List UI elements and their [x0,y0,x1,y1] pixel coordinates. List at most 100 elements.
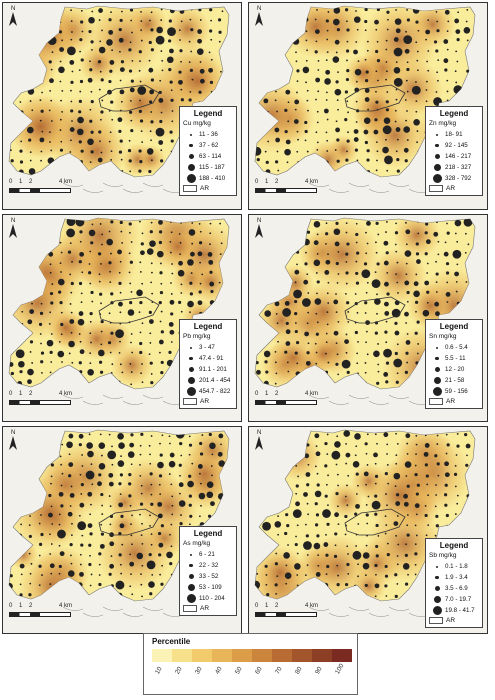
sample-point [80,149,84,153]
legend-class-row: 22 - 32 [183,560,233,571]
sample-point [445,452,448,455]
sample-point [296,80,299,83]
sample-point [295,51,297,54]
sample-point [69,303,72,305]
legend-class-row: 201.4 - 454 [183,375,233,386]
ar-label: AR [200,398,210,405]
sample-point [364,442,368,446]
sample-point [424,463,428,467]
sample-point [364,29,367,32]
sample-point [375,544,379,549]
sample-point [444,493,448,497]
sample-point [121,10,123,13]
sample-point [158,483,161,486]
class-range: 328 - 792 [445,175,472,182]
class-range: 0.1 - 1.8 [445,563,468,570]
concentration-hotspot [139,477,199,537]
sample-point [69,151,72,153]
sample-point [354,148,359,152]
sample-point [189,514,193,518]
sample-point [40,532,44,537]
sample-point [61,443,64,446]
sample-point [79,251,85,257]
sample-point [365,452,368,455]
legend-class-row: 1.9 - 3.4 [429,572,479,583]
sample-point [188,503,192,507]
sample-point [326,150,329,152]
sample-point [20,140,23,143]
sample-point [89,332,92,335]
sample-point [157,250,164,258]
sample-point [314,465,317,468]
class-symbol [435,575,439,580]
sample-point [161,564,164,567]
sample-point [117,433,124,440]
sample-point [285,321,289,326]
sample-point [365,252,368,255]
sample-point [210,38,213,41]
sample-point [384,584,388,588]
sample-point [78,311,84,316]
sample-point [364,140,368,145]
sample-point [256,369,261,375]
sample-point [456,60,459,63]
sample-point [373,129,379,135]
sample-point [364,7,368,12]
sample-point [48,322,51,325]
sample-point [316,121,319,124]
sample-point [307,311,310,314]
sample-point [337,250,340,253]
sample-point [159,79,162,82]
sample-point [385,221,388,223]
sample-point [169,442,171,445]
sample-point [149,361,153,365]
sample-point [394,330,400,336]
sample-point [150,502,154,506]
scale-label: 4 km [305,603,319,609]
sample-point [317,60,320,62]
sample-point [129,260,133,264]
sample-point [199,78,205,84]
concentration-hotspot [127,6,168,45]
sample-point [366,433,369,436]
sample-point [313,240,319,246]
sample-point [120,158,123,161]
concentration-hotspot [294,282,353,341]
sample-point [110,555,113,557]
sample-point [119,563,122,566]
scale-label: 4 km [59,603,73,609]
class-range: 110 - 204 [199,595,225,602]
sample-point [435,10,438,13]
sample-point [343,430,351,437]
sample-point [335,127,340,133]
sample-point [29,309,35,314]
sample-point [262,521,271,531]
sample-point [151,271,153,274]
sample-point [160,282,163,285]
sample-point [150,533,153,535]
sample-point [139,119,144,123]
sample-point [209,243,211,246]
legend-unit: Cu mg/kg [183,120,211,127]
sample-point [435,49,439,53]
sample-point [426,60,428,63]
sample-point [304,453,310,459]
map-legend: Legend Sb mg/kg 0.1 - 1.8 1.9 - 3.4 3.5 … [425,538,483,628]
sample-point [119,260,122,263]
sample-point [115,329,124,339]
sample-point [109,563,115,569]
sample-point [180,514,182,516]
sample-point [313,221,321,228]
sample-point [405,30,407,33]
sample-point [264,150,267,153]
sample-point [197,29,203,34]
percentile-tick: 40 [214,665,224,676]
sample-point [285,564,288,567]
sample-point [355,100,358,103]
sample-point [276,150,279,153]
sample-point [158,474,163,478]
percentile-legend: Percentile 10 20 30 40 50 60 70 80 90 100 [143,633,358,695]
sample-point [180,454,183,457]
sample-point [325,19,329,23]
sample-point [375,169,378,172]
